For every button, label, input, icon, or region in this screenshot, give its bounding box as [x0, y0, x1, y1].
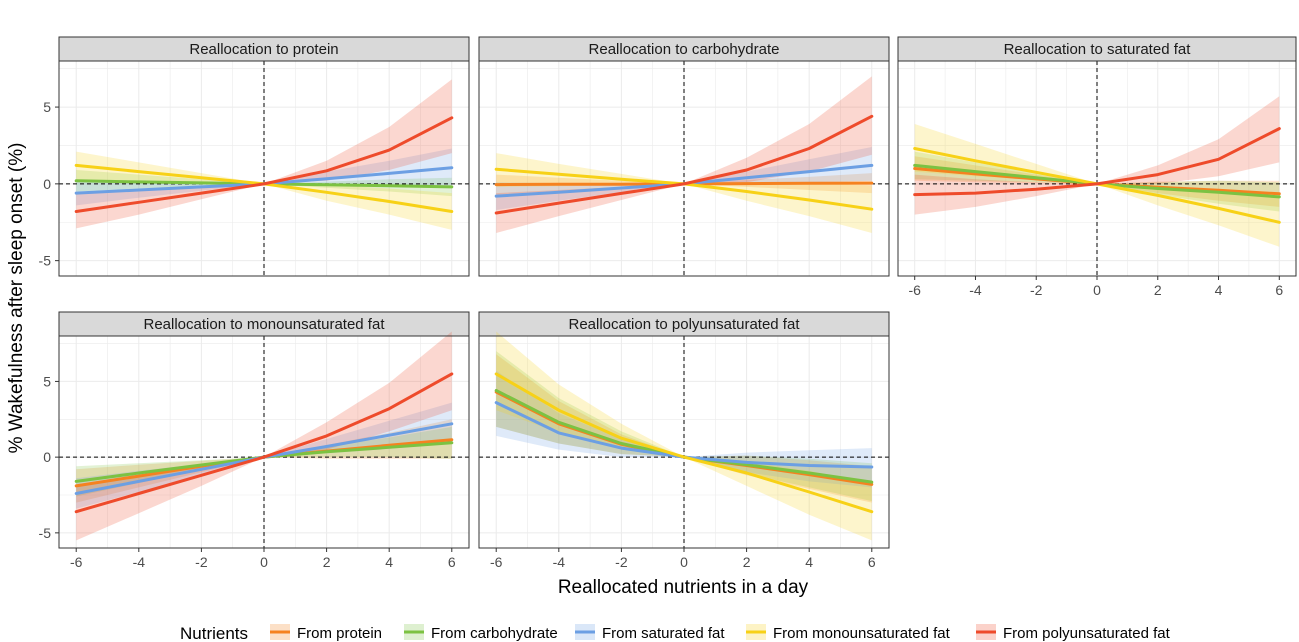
y-tick-label: 5 — [43, 373, 51, 389]
ci-band-from-protein — [914, 156, 1280, 207]
confidence-bands — [914, 96, 1280, 247]
series-line-from-polyunsaturated-fat — [74, 372, 454, 514]
y-tick-label: -5 — [39, 253, 52, 269]
panel-strip — [58, 36, 470, 62]
panel-reallocation-to-polyunsaturated-fat: Reallocation to polyunsaturated fat-6 -4-… — [478, 311, 890, 570]
x-axis-ticks: -6 -4 -2 0 2 4 6 — [908, 276, 1283, 298]
legend: Nutrients From protein From carbohydrate F… — [180, 624, 1171, 642]
series-lines — [913, 127, 1281, 224]
ci-band-from-monounsaturated-fat — [496, 153, 872, 233]
x-axis-title: Reallocated nutrients in a day — [558, 577, 809, 598]
legend-entry-from-polyunsaturated-fat: From polyunsaturated fat — [976, 624, 1171, 642]
panel-strip — [478, 36, 890, 62]
x-tick-label: 2 — [1154, 282, 1162, 298]
x-tick-label: 0 — [680, 554, 688, 570]
y-tick-label: -5 — [39, 525, 52, 541]
series-lines — [74, 116, 454, 213]
series-line-from-polyunsaturated-fat — [913, 127, 1281, 197]
legend-label: From saturated fat — [602, 625, 725, 642]
legend-label: From polyunsaturated fat — [1003, 625, 1171, 642]
series-line-from-polyunsaturated-fat — [494, 114, 874, 215]
ci-band-from-polyunsaturated-fat — [496, 76, 872, 234]
ci-band-from-saturated-fat — [76, 402, 452, 509]
series-lines — [494, 372, 874, 514]
ci-band-from-polyunsaturated-fat — [76, 79, 452, 229]
series-lines — [74, 372, 454, 514]
y-axis-ticks: -5 0 5 — [39, 373, 59, 541]
panel-strip — [897, 36, 1297, 62]
ci-band-from-carbohydrate — [76, 170, 452, 197]
confidence-bands — [76, 79, 452, 230]
x-tick-label: 4 — [1215, 282, 1223, 298]
legend-entry-from-saturated-fat: From saturated fat — [575, 624, 725, 642]
panel-border — [58, 60, 470, 277]
panel-strip — [58, 311, 470, 337]
x-tick-label: 2 — [743, 554, 751, 570]
series-line-from-polyunsaturated-fat — [74, 116, 454, 213]
legend-entry-from-protein: From protein — [270, 624, 382, 642]
facet-panels: Reallocation to protein-505Reallocation … — [39, 36, 1297, 570]
x-tick-label: 2 — [323, 554, 331, 570]
legend-label: From monounsaturated fat — [773, 625, 951, 642]
ci-band-from-monounsaturated-fat — [76, 151, 452, 230]
panel-reallocation-to-protein: Reallocation to protein -5 0 5 — [39, 36, 470, 277]
x-tick-label: 6 — [448, 554, 456, 570]
panel-reallocation-to-monounsaturated-fat: Reallocation to monounsaturated fat-6 -4-… — [39, 311, 470, 570]
x-tick-label: -2 — [195, 554, 208, 570]
legend-title: Nutrients — [180, 624, 248, 642]
panel-title: Reallocation to saturated fat — [1004, 41, 1192, 58]
x-tick-label: -2 — [1030, 282, 1043, 298]
panel-title: Reallocation to polyunsaturated fat — [569, 316, 801, 333]
panel-reallocation-to-saturated-fat: Reallocation to saturated fat -6 -4 -2 0 2 4 6 — [897, 36, 1297, 298]
y-axis-title: % Wakefulness after sleep onset (%) — [6, 143, 27, 454]
x-tick-label: 6 — [1275, 282, 1283, 298]
ci-band-from-saturated-fat — [496, 147, 872, 210]
x-tick-label: 4 — [805, 554, 813, 570]
ci-band-from-saturated-fat — [496, 370, 872, 488]
x-tick-label: -6 — [70, 554, 83, 570]
x-tick-label: 6 — [868, 554, 876, 570]
y-tick-label: 5 — [43, 99, 51, 115]
ci-band-from-protein — [496, 354, 872, 503]
y-tick-label: 0 — [43, 176, 51, 192]
legend-entry-from-carbohydrate: From carbohydrate — [404, 624, 558, 642]
x-tick-label: -4 — [133, 554, 146, 570]
panel-reallocation-to-carbohydrate: Reallocation to carbohydrate — [478, 36, 890, 277]
ci-band-from-carbohydrate — [914, 151, 1280, 212]
ci-band-from-carbohydrate — [76, 426, 452, 497]
legend-entry-from-monounsaturated-fat: From monounsaturated fat — [746, 624, 951, 642]
x-tick-label: -6 — [490, 554, 503, 570]
panel-title: Reallocation to monounsaturated fat — [144, 316, 386, 333]
series-lines — [494, 114, 874, 215]
x-tick-label: -4 — [969, 282, 982, 298]
ci-band-from-monounsaturated-fat — [496, 331, 872, 541]
ci-band-from-saturated-fat — [76, 148, 452, 206]
panel-border — [478, 60, 890, 277]
x-tick-label: 0 — [1093, 282, 1101, 298]
ci-band-from-monounsaturated-fat — [914, 124, 1280, 247]
legend-label: From protein — [297, 625, 382, 642]
x-tick-label: -6 — [908, 282, 921, 298]
x-tick-label: -4 — [553, 554, 566, 570]
ci-band-from-polyunsaturated-fat — [914, 96, 1280, 215]
legend-label: From carbohydrate — [431, 625, 558, 642]
x-axis-ticks: -6 -4 -2 0 2 4 6 — [490, 548, 876, 570]
x-tick-label: -2 — [615, 554, 628, 570]
ci-band-from-polyunsaturated-fat — [76, 331, 452, 541]
x-axis-ticks: -6 -4 -2 0 2 4 6 — [70, 548, 456, 570]
y-axis-ticks: -5 0 5 — [39, 99, 59, 269]
panel-title: Reallocation to carbohydrate — [589, 41, 780, 58]
series-line-from-monounsaturated-fat — [494, 372, 874, 514]
shared-axes: % Wakefulness after sleep onset (%) Real… — [6, 143, 809, 598]
panel-title: Reallocation to protein — [189, 41, 338, 58]
x-tick-label: 0 — [260, 554, 268, 570]
y-tick-label: 0 — [43, 449, 51, 465]
x-tick-label: 4 — [385, 554, 393, 570]
